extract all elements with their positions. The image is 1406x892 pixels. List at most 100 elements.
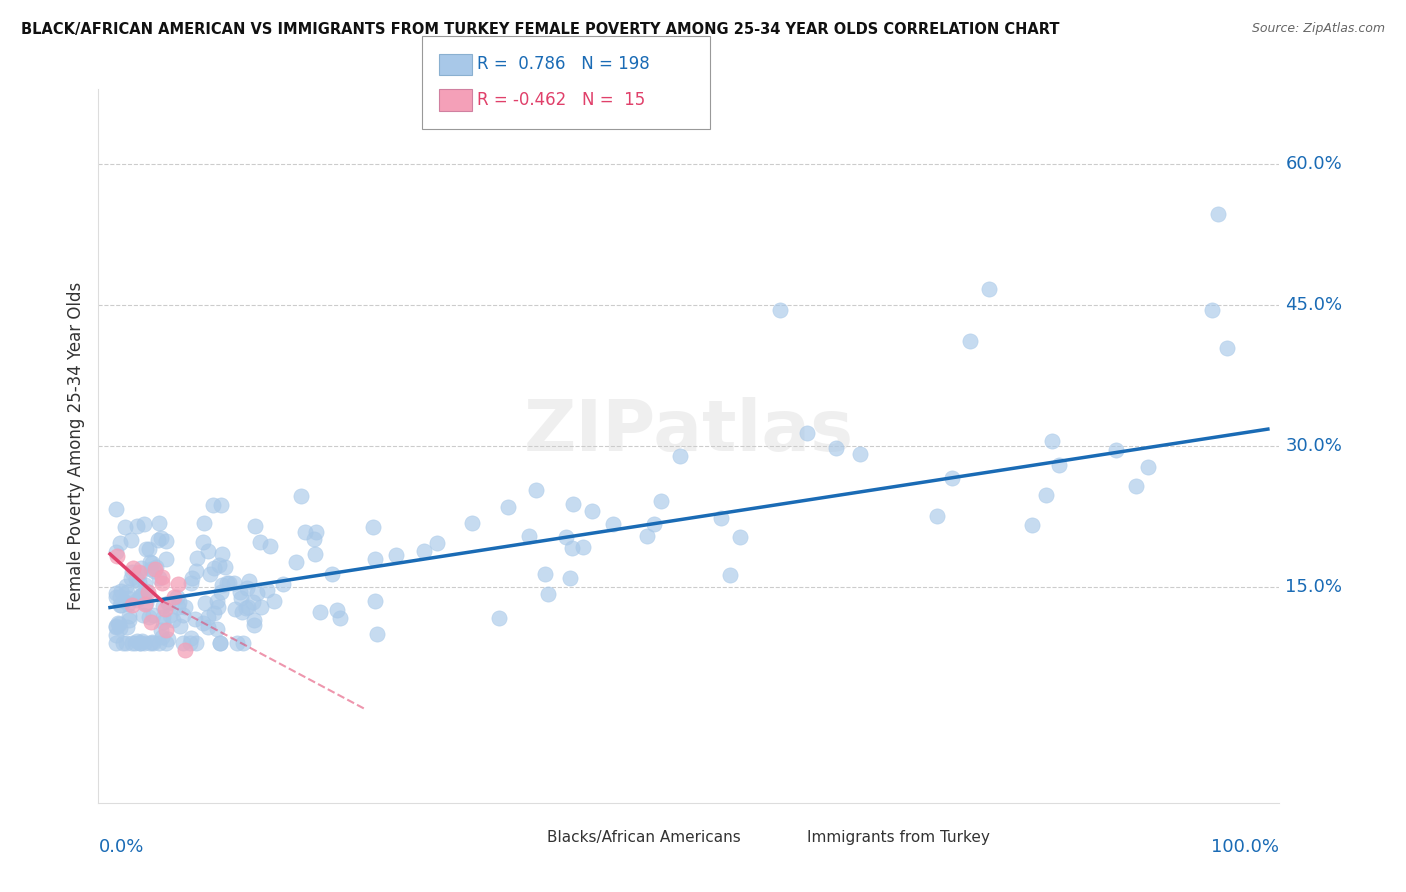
Point bbox=[180, 571, 202, 585]
Text: Source: ZipAtlas.com: Source: ZipAtlas.com bbox=[1251, 22, 1385, 36]
Point bbox=[162, 613, 184, 627]
Point bbox=[148, 571, 170, 585]
Point bbox=[118, 609, 141, 624]
Point bbox=[517, 529, 540, 543]
Point bbox=[769, 302, 792, 317]
Point bbox=[562, 497, 585, 511]
Point bbox=[364, 594, 387, 608]
Point bbox=[211, 578, 233, 592]
Point bbox=[108, 598, 131, 612]
Point bbox=[104, 618, 127, 632]
Point bbox=[308, 605, 330, 619]
Text: 60.0%: 60.0% bbox=[1285, 155, 1343, 173]
Point bbox=[128, 565, 150, 579]
Point bbox=[131, 561, 153, 575]
Point bbox=[128, 590, 150, 604]
Point bbox=[205, 622, 228, 636]
Point bbox=[136, 584, 159, 599]
Point bbox=[321, 567, 343, 582]
Point bbox=[138, 610, 160, 624]
Point bbox=[290, 489, 312, 503]
Point bbox=[304, 548, 326, 562]
Point bbox=[636, 529, 658, 543]
Point bbox=[129, 635, 152, 649]
Point bbox=[166, 590, 188, 604]
Text: Immigrants from Turkey: Immigrants from Turkey bbox=[807, 830, 990, 846]
Point bbox=[305, 524, 328, 539]
Point bbox=[208, 558, 231, 573]
Point bbox=[1125, 479, 1147, 493]
Point bbox=[163, 591, 186, 605]
Point bbox=[222, 576, 245, 591]
Point bbox=[236, 582, 259, 596]
Point bbox=[209, 636, 232, 650]
Point bbox=[152, 599, 174, 614]
Point bbox=[112, 594, 135, 608]
Point bbox=[242, 595, 264, 609]
Point bbox=[143, 564, 166, 578]
Point bbox=[186, 551, 208, 566]
Point bbox=[129, 566, 152, 581]
Point bbox=[231, 605, 253, 619]
Point bbox=[121, 566, 143, 580]
Point bbox=[561, 541, 583, 555]
Point bbox=[226, 636, 249, 650]
Point bbox=[108, 621, 131, 635]
Point bbox=[114, 520, 136, 534]
Point bbox=[555, 529, 578, 543]
Point bbox=[197, 609, 219, 624]
Point bbox=[134, 578, 156, 592]
Point bbox=[120, 571, 142, 585]
FancyBboxPatch shape bbox=[516, 830, 543, 844]
Point bbox=[184, 636, 207, 650]
Point bbox=[139, 562, 162, 576]
Point bbox=[108, 536, 131, 550]
Point bbox=[134, 597, 156, 611]
Point bbox=[167, 577, 190, 591]
Point bbox=[205, 594, 228, 608]
Point bbox=[728, 530, 751, 544]
Point bbox=[117, 597, 139, 611]
Point bbox=[271, 577, 294, 591]
Point bbox=[581, 504, 603, 518]
Point bbox=[169, 618, 191, 632]
Point bbox=[115, 585, 138, 599]
Point bbox=[152, 609, 174, 624]
Point bbox=[145, 559, 167, 574]
Point bbox=[243, 613, 266, 627]
Text: 30.0%: 30.0% bbox=[1285, 437, 1343, 455]
Point bbox=[218, 576, 240, 591]
Point bbox=[150, 531, 173, 545]
Point bbox=[959, 334, 981, 349]
Point bbox=[710, 511, 733, 525]
Point bbox=[108, 590, 131, 604]
Point bbox=[537, 587, 560, 601]
Point bbox=[191, 615, 214, 630]
Point bbox=[128, 575, 150, 590]
Point bbox=[197, 620, 219, 634]
Text: 15.0%: 15.0% bbox=[1285, 578, 1343, 596]
Point bbox=[132, 636, 155, 650]
Point bbox=[236, 600, 259, 615]
Point bbox=[148, 533, 170, 548]
Point bbox=[150, 570, 173, 584]
Point bbox=[259, 540, 281, 554]
Point bbox=[202, 498, 225, 512]
Point bbox=[209, 584, 232, 599]
Y-axis label: Female Poverty Among 25-34 Year Olds: Female Poverty Among 25-34 Year Olds bbox=[66, 282, 84, 610]
Point bbox=[129, 636, 152, 650]
Point bbox=[211, 548, 233, 562]
Point bbox=[142, 608, 165, 623]
Point bbox=[155, 636, 177, 650]
Point bbox=[198, 567, 221, 582]
Point bbox=[142, 636, 165, 650]
Point bbox=[155, 552, 177, 566]
Point bbox=[148, 516, 170, 530]
Point bbox=[193, 516, 215, 530]
Point bbox=[718, 567, 741, 582]
Point bbox=[364, 552, 387, 566]
Point bbox=[643, 516, 665, 531]
Text: BLACK/AFRICAN AMERICAN VS IMMIGRANTS FROM TURKEY FEMALE POVERTY AMONG 25-34 YEAR: BLACK/AFRICAN AMERICAN VS IMMIGRANTS FRO… bbox=[21, 22, 1060, 37]
Point bbox=[209, 636, 232, 650]
Point bbox=[174, 600, 197, 615]
